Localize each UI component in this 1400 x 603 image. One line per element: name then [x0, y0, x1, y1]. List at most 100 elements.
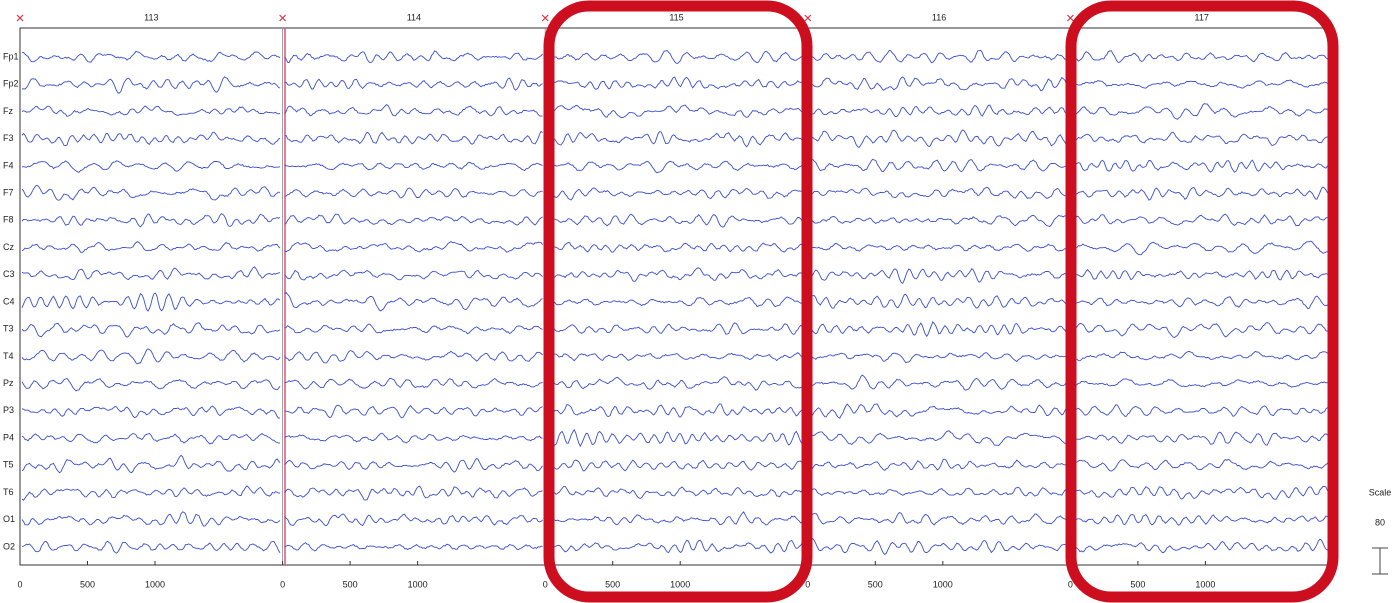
- eeg-trace: [1072, 350, 1331, 362]
- eeg-trace: [284, 457, 543, 473]
- eeg-trace: [284, 161, 543, 172]
- eeg-trace: [21, 377, 281, 392]
- channel-label: C4: [3, 296, 15, 306]
- epoch-marker: [16, 14, 24, 22]
- eeg-trace: [1072, 404, 1331, 417]
- eeg-trace: [1072, 103, 1331, 120]
- channel-label: P4: [3, 432, 14, 442]
- eeg-trace: [21, 322, 281, 338]
- eeg-trace: [546, 511, 806, 526]
- channel-label: C3: [3, 269, 15, 279]
- eeg-trace: [1072, 268, 1331, 281]
- epoch-marker: [804, 14, 812, 22]
- eeg-trace: [547, 76, 806, 90]
- eeg-trace: [22, 50, 281, 63]
- eeg-trace: [21, 184, 281, 201]
- eeg-trace: [284, 77, 543, 91]
- eeg-trace: [546, 322, 806, 335]
- eeg-trace: [547, 485, 806, 499]
- highlight-box: [1065, 0, 1339, 603]
- tick-label: 1000: [1195, 579, 1215, 589]
- eeg-trace: [809, 76, 1069, 92]
- eeg-trace: [1072, 213, 1331, 227]
- eeg-trace: [809, 537, 1069, 555]
- channel-label: Fp2: [3, 79, 19, 89]
- eeg-trace: [809, 511, 1068, 526]
- eeg-trace: [284, 542, 543, 552]
- eeg-trace: [1072, 431, 1331, 446]
- eeg-trace: [547, 131, 806, 148]
- eeg-trace: [284, 213, 543, 226]
- eeg-trace: [809, 321, 1069, 338]
- eeg-trace: [1072, 486, 1331, 500]
- eeg-trace: [809, 186, 1069, 199]
- eeg-trace: [284, 104, 543, 117]
- eeg-trace: [21, 160, 281, 173]
- channel-label: Fp1: [3, 51, 19, 61]
- eeg-trace: [21, 241, 281, 253]
- eeg-trace: [21, 432, 280, 445]
- eeg-trace: [284, 377, 543, 390]
- eeg-trace: [284, 187, 543, 199]
- tick-label: 0: [17, 579, 22, 589]
- eeg-trace: [284, 404, 543, 419]
- eeg-trace: [809, 352, 1068, 364]
- eeg-trace: [546, 104, 806, 118]
- epoch-label: 116: [932, 12, 946, 22]
- eeg-trace: [547, 213, 806, 228]
- eeg-trace: [546, 160, 806, 174]
- epoch-label: 115: [669, 12, 683, 22]
- eeg-trace: [809, 49, 1068, 64]
- eeg-trace: [21, 266, 281, 281]
- eeg-trace: [547, 267, 806, 283]
- epoch-marker: [1066, 14, 1074, 22]
- tick-label: 500: [1130, 579, 1145, 589]
- eeg-trace: [284, 240, 543, 253]
- eeg-trace: [809, 458, 1068, 471]
- eeg-trace: [1072, 378, 1331, 389]
- eeg-trace: [809, 430, 1068, 447]
- waveforms: [21, 49, 1331, 555]
- eeg-trace: [21, 511, 281, 527]
- highlight-box: [543, 0, 813, 603]
- eeg-trace: [21, 105, 281, 117]
- eeg-trace: [809, 243, 1069, 252]
- eeg-trace: [546, 352, 806, 362]
- eeg-trace: [284, 130, 543, 145]
- epoch-label: 117: [1195, 12, 1209, 22]
- eeg-trace: [1072, 159, 1331, 173]
- eeg-trace: [546, 403, 806, 418]
- eeg-trace: [21, 292, 281, 312]
- eeg-trace: [21, 485, 281, 501]
- eeg-trace: [809, 214, 1069, 228]
- eeg-trace: [21, 348, 281, 365]
- eeg-trace: [284, 50, 543, 64]
- eeg-trace: [809, 158, 1069, 173]
- eeg-trace: [809, 403, 1069, 419]
- scale-bar: [1372, 547, 1388, 575]
- eeg-trace: [284, 432, 543, 444]
- tick-label: 0: [805, 579, 810, 589]
- eeg-trace: [284, 291, 543, 312]
- eeg-trace: [1072, 50, 1331, 64]
- epoch-marker: [279, 14, 287, 22]
- eeg-trace: [284, 485, 543, 501]
- eeg-trace: [546, 376, 806, 391]
- eeg-trace: [21, 76, 281, 94]
- eeg-trace: [1072, 131, 1331, 147]
- eeg-trace: [547, 242, 806, 253]
- eeg-trace: [284, 269, 543, 281]
- eeg-trace: [809, 486, 1068, 497]
- eeg-trace: [1072, 458, 1331, 472]
- channel-label: F8: [3, 215, 14, 225]
- eeg-trace: [1072, 295, 1331, 310]
- scale-value: 80: [1375, 517, 1385, 527]
- eeg-trace: [1072, 538, 1331, 554]
- tick-label: 500: [80, 579, 95, 589]
- tick-label: 1000: [145, 579, 165, 589]
- eeg-trace: [21, 405, 281, 419]
- tick-label: 1000: [670, 579, 690, 589]
- channel-label: Fz: [3, 106, 13, 116]
- eeg-trace: [809, 104, 1069, 118]
- eeg-trace: [1072, 79, 1331, 89]
